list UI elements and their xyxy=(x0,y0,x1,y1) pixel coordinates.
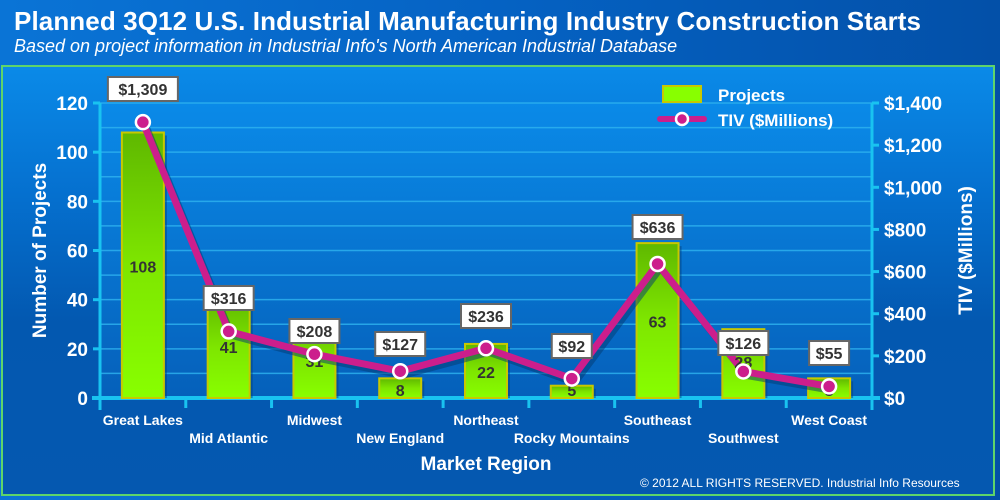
tiv-marker xyxy=(391,362,409,380)
legend-tiv-marker xyxy=(674,111,690,127)
bar-value-label: 5 xyxy=(567,383,576,400)
chart-subtitle: Based on project information in Industri… xyxy=(14,36,678,56)
tiv-label-box xyxy=(460,303,512,329)
category-label: Southeast xyxy=(624,412,692,428)
tiv-label-box xyxy=(550,333,593,359)
bar xyxy=(120,131,165,399)
category-label: Great Lakes xyxy=(103,412,183,428)
y2-tick-label: $400 xyxy=(884,305,926,326)
category-label: Northeast xyxy=(453,412,519,428)
y2-tick-label: $0 xyxy=(884,389,905,410)
y-tick-label: 20 xyxy=(67,340,88,361)
tiv-label-box xyxy=(106,76,179,102)
tiv-value-label: $1,309 xyxy=(118,82,167,99)
tiv-marker xyxy=(820,378,838,395)
tiv-marker xyxy=(477,340,495,357)
bar-value-label: 8 xyxy=(396,383,405,400)
tiv-value-label: $55 xyxy=(816,346,843,363)
y2-tick-label: $1,000 xyxy=(884,178,942,199)
tiv-value-label: $92 xyxy=(558,339,585,356)
y2-tick-label: $800 xyxy=(884,220,926,241)
category-label: New England xyxy=(356,430,444,446)
category-label: Midwest xyxy=(287,412,343,428)
y2-tick-label: $1,400 xyxy=(884,94,942,115)
tiv-label-box xyxy=(288,318,341,344)
y2-tick-label: $200 xyxy=(884,347,926,368)
tiv-label-box xyxy=(717,330,770,356)
y-tick-label: 0 xyxy=(77,389,88,410)
y-tick-label: 120 xyxy=(56,94,88,115)
legend-projects-label: Projects xyxy=(718,86,785,105)
tiv-marker xyxy=(563,370,581,387)
tiv-marker xyxy=(649,255,666,273)
y2-tick-label: $1,200 xyxy=(884,136,942,157)
category-label: Mid Atlantic xyxy=(189,430,268,446)
y-tick-label: 100 xyxy=(56,143,88,164)
y-tick-label: 40 xyxy=(67,291,88,312)
chart-title: Planned 3Q12 U.S. Industrial Manufacturi… xyxy=(14,6,922,36)
bar-value-label: 22 xyxy=(477,365,495,382)
tiv-label-box xyxy=(808,340,851,366)
y-tick-label: 60 xyxy=(67,242,88,263)
tiv-marker xyxy=(134,113,152,131)
y2-tick-label: $600 xyxy=(884,263,926,284)
bar-value-label: 108 xyxy=(130,259,157,276)
tiv-value-label: $126 xyxy=(726,336,762,353)
tiv-label-box xyxy=(631,214,684,240)
legend-tiv-label: TIV ($Millions) xyxy=(718,111,833,130)
x-axis-title: Market Region xyxy=(421,454,552,475)
copyright: © 2012 ALL RIGHTS RESERVED. Industrial I… xyxy=(640,476,960,490)
bar-value-label: 41 xyxy=(220,340,238,357)
y-axis-title: Number of Projects xyxy=(30,163,51,338)
tiv-label-box xyxy=(374,331,427,357)
legend-projects-swatch xyxy=(662,85,702,103)
bar xyxy=(206,296,251,400)
tiv-marker xyxy=(220,323,237,340)
tiv-value-label: $208 xyxy=(297,324,333,341)
tiv-value-label: $236 xyxy=(468,309,504,326)
tiv-marker xyxy=(735,363,752,380)
tiv-label-box xyxy=(202,285,255,311)
y2-axis-title: TIV ($Millions) xyxy=(956,186,977,315)
category-label: Rocky Mountains xyxy=(514,430,630,446)
tiv-marker xyxy=(306,345,323,363)
tiv-value-label: $636 xyxy=(640,220,676,237)
tiv-value-label: $316 xyxy=(211,291,247,308)
category-label: West Coast xyxy=(791,412,867,428)
tiv-value-label: $127 xyxy=(382,337,418,354)
bar-value-label: 63 xyxy=(649,315,667,332)
y-tick-label: 80 xyxy=(67,192,88,213)
category-label: Southwest xyxy=(708,430,779,446)
